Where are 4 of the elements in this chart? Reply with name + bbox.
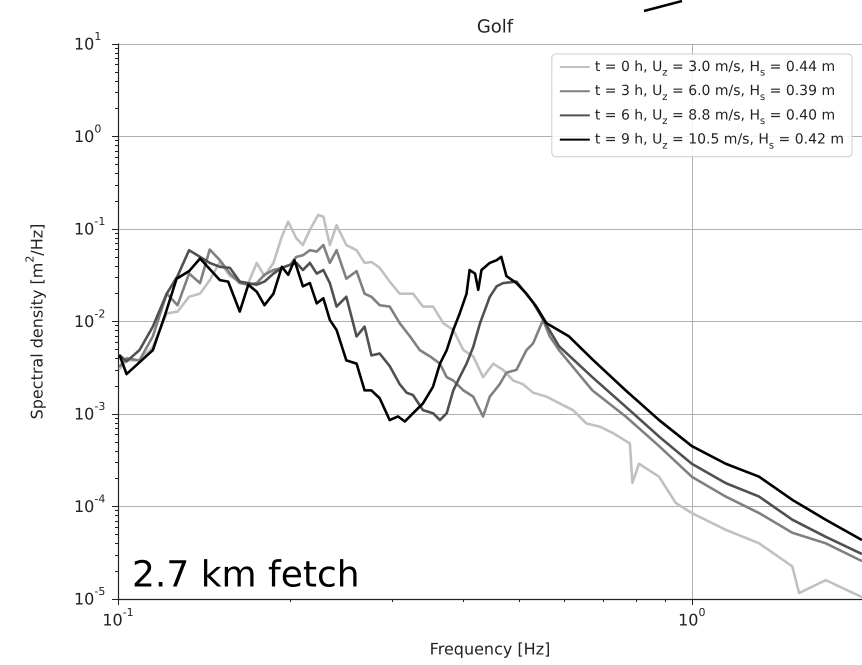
x-axis-title: Frequency [Hz] <box>430 640 550 658</box>
annotation: 2.7 km fetch <box>132 554 360 596</box>
chart-title: Golf <box>476 16 514 38</box>
y-axis-title: Spectral density [m2/Hz] <box>23 224 47 420</box>
